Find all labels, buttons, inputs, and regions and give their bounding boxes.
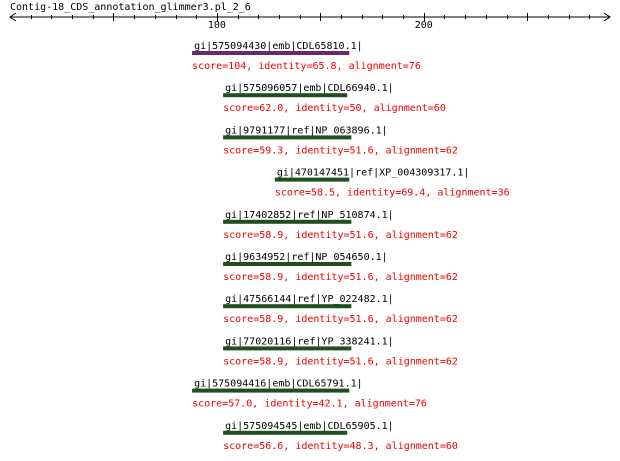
hit-score: score=56.6, identity=48.3, alignment=60: [223, 441, 458, 452]
hit-bar[interactable]: [274, 177, 350, 182]
axis-tick-label: 200: [415, 20, 433, 31]
hit-row: gi|9791177|ref|NP_063896.1| score=59.3, i…: [223, 125, 458, 156]
hit-score: score=57.0, identity=42.1, alignment=76: [192, 399, 427, 410]
hit-list: gi|575094430|emb|CDL65810.1| score=104, i…: [192, 41, 510, 452]
hit-bar[interactable]: [223, 219, 352, 224]
hit-name[interactable]: gi|77020116|ref|YP_338241.1|: [225, 336, 394, 347]
hit-name[interactable]: gi|575094545|emb|CDL65905.1|: [225, 421, 394, 432]
hit-row: gi|575094416|emb|CDL65791.1| score=57.0, …: [192, 379, 427, 410]
hit-bar[interactable]: [223, 304, 352, 309]
hit-row: gi|47566144|ref|YP_022482.1| score=58.9, …: [223, 294, 458, 325]
hit-score: score=58.9, identity=51.6, alignment=62: [223, 230, 458, 241]
track-title: Contig-18_CDS_annotation_glimmer3.pl_2_6: [10, 2, 251, 13]
hit-row: gi|470147451|ref|XP_004309317.1| score=58…: [274, 168, 510, 199]
hit-bar[interactable]: [192, 388, 350, 393]
hit-score: score=58.5, identity=69.4, alignment=36: [275, 188, 510, 199]
hit-bar[interactable]: [223, 93, 348, 98]
hit-score: score=62.0, identity=50, alignment=60: [223, 103, 446, 114]
axis-arrow-right: [603, 12, 611, 22]
hit-score: score=58.9, identity=51.6, alignment=62: [223, 272, 458, 283]
hit-score: score=104, identity=65.8, alignment=76: [192, 61, 421, 72]
hit-name[interactable]: gi|47566144|ref|YP_022482.1|: [225, 294, 394, 305]
hit-score: score=58.9, identity=51.6, alignment=62: [223, 356, 458, 367]
hit-row: gi|575096057|emb|CDL66940.1| score=62.0, …: [223, 83, 446, 114]
hit-name[interactable]: gi|17402852|ref|NP_510874.1|: [225, 210, 394, 221]
hit-row: gi|77020116|ref|YP_338241.1| score=58.9, …: [223, 336, 458, 367]
hit-score: score=59.3, identity=51.6, alignment=62: [223, 145, 458, 156]
axis-tick-label: 100: [208, 20, 226, 31]
hit-name[interactable]: gi|9791177|ref|NP_063896.1|: [225, 125, 388, 136]
hit-bar[interactable]: [223, 430, 348, 435]
hit-row: gi|9634952|ref|NP_054650.1| score=58.9, i…: [223, 252, 458, 283]
hit-name[interactable]: gi|9634952|ref|NP_054650.1|: [225, 252, 388, 263]
hit-score: score=58.9, identity=51.6, alignment=62: [223, 314, 458, 325]
axis-arrow-left: [9, 12, 17, 22]
hit-row: gi|575094545|emb|CDL65905.1| score=56.6, …: [223, 421, 458, 452]
hit-name[interactable]: gi|470147451|ref|XP_004309317.1|: [277, 168, 470, 179]
hit-bar[interactable]: [223, 346, 352, 351]
hit-bar[interactable]: [223, 262, 352, 266]
hit-row: gi|17402852|ref|NP_510874.1| score=58.9, …: [223, 210, 458, 241]
hit-row: gi|575094430|emb|CDL65810.1| score=104, i…: [192, 41, 421, 72]
hit-bar[interactable]: [223, 135, 352, 140]
hit-name[interactable]: gi|575096057|emb|CDL66940.1|: [225, 83, 394, 94]
hit-name[interactable]: gi|575094430|emb|CDL65810.1|: [194, 41, 363, 52]
hit-name[interactable]: gi|575094416|emb|CDL65791.1|: [194, 379, 363, 390]
hit-bar[interactable]: [192, 51, 350, 55]
ruler-axis: 100 200: [9, 12, 611, 31]
